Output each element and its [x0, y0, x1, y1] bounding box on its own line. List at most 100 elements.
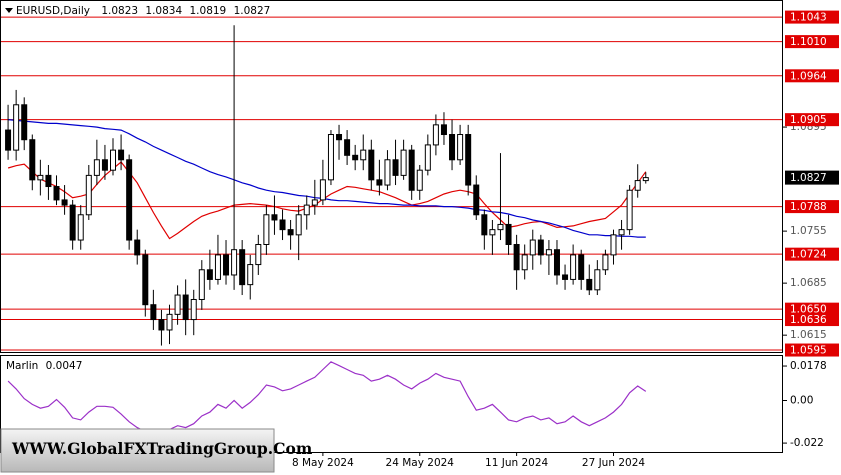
x-tick-label: 27 Jun 2024 [582, 457, 645, 469]
candle-body [158, 319, 165, 331]
level-label-box [785, 35, 839, 49]
candle-body [376, 179, 383, 186]
candle-body [295, 214, 302, 236]
candle-body [85, 174, 92, 216]
level-label-box [785, 247, 839, 261]
candle-body [239, 249, 246, 286]
candle-body [545, 249, 552, 256]
candle-body [5, 129, 12, 151]
candle-body [586, 278, 593, 291]
level-label: 1.0788 [790, 201, 827, 213]
candle-body [206, 269, 213, 280]
watermark-box: WWW.GlobalFXTradingGroup.Com [0, 428, 313, 473]
candle-body [110, 149, 117, 171]
candle-body [247, 264, 254, 286]
candle-body [408, 149, 415, 191]
candle-body [327, 134, 334, 181]
candle-body [303, 204, 310, 216]
x-tick-label: 11 Jun 2024 [485, 457, 548, 469]
candle-body [311, 199, 318, 206]
title-arrow [5, 8, 13, 13]
candle-body [13, 104, 20, 151]
current-price-label: 1.0827 [790, 172, 827, 184]
candle-body [400, 149, 407, 176]
candle-body [384, 159, 391, 186]
candle-body [432, 124, 439, 146]
open-price: 1.0823 [101, 5, 138, 17]
candle-body [182, 294, 189, 321]
low-price: 1.0819 [190, 5, 227, 17]
indicator-panel [7, 361, 647, 435]
candle-body [174, 294, 181, 315]
y-tick-label: 1.0685 [790, 277, 827, 289]
candle-body [392, 159, 399, 176]
level-label-box [785, 69, 839, 83]
candle-body [263, 214, 270, 245]
candle-body [473, 184, 480, 216]
candle-body [465, 134, 472, 186]
level-label-box [785, 343, 839, 357]
candle-body [29, 139, 36, 181]
candle-body [101, 159, 108, 171]
candle-body [77, 214, 84, 241]
candle-body [231, 249, 238, 276]
y-tick-label: 1.0615 [790, 329, 827, 341]
candle-body [634, 180, 641, 191]
level-label: 1.0636 [790, 314, 827, 326]
candle-body [497, 223, 504, 231]
level-label: 1.0964 [790, 70, 827, 82]
candle-body [489, 229, 496, 236]
candle-body [416, 169, 423, 191]
candle-body [440, 124, 447, 136]
symbol: EURUSD,Daily [16, 5, 90, 17]
candle-body [594, 269, 601, 291]
candle-body [319, 179, 326, 201]
price-panel-border [0, 0, 783, 353]
chart-title: EURUSD,Daily 1.0823 1.0834 1.0819 1.0827 [16, 5, 270, 17]
close-price: 1.0827 [234, 5, 271, 17]
y-tick-label: 0.00 [790, 394, 813, 406]
watermark-background [0, 428, 275, 473]
candle-body [529, 239, 536, 256]
price-panel [0, 16, 783, 351]
candle-body [610, 234, 617, 256]
candle-body [126, 159, 133, 241]
x-tick-label: 24 May 2024 [386, 457, 455, 469]
level-label: 1.1043 [790, 12, 827, 24]
candle-body [190, 298, 197, 321]
indicator-value: 0.0047 [46, 360, 83, 372]
candle-body [198, 269, 205, 300]
indicator-name: Marlin [6, 360, 38, 372]
indicator-line [7, 361, 647, 435]
level-label: 1.0595 [790, 345, 827, 357]
candle-body [360, 149, 367, 161]
candle-body [513, 243, 520, 271]
level-label-box [785, 200, 839, 214]
candle-body [61, 199, 68, 206]
candle-body [21, 104, 28, 141]
candle-body [223, 254, 230, 276]
level-label: 1.0905 [790, 114, 827, 126]
candle-body [142, 254, 149, 306]
candle-body [37, 174, 44, 181]
y-tick-label: 1.0755 [790, 225, 827, 237]
level-label-box [785, 302, 839, 316]
high-price: 1.0834 [145, 5, 182, 17]
candle-body [553, 249, 560, 276]
indicator-title: Marlin 0.0047 [6, 360, 82, 372]
level-label-box [785, 10, 839, 24]
candle-body [53, 186, 60, 201]
candle-body [166, 313, 173, 331]
candle-body [93, 159, 100, 176]
candle-body [255, 243, 262, 266]
candle-body [521, 254, 528, 271]
candle-body [336, 134, 343, 141]
candle-body [602, 254, 609, 271]
candle-body [69, 204, 76, 241]
candle-body [271, 214, 278, 221]
indicator-panel-border [0, 355, 783, 453]
candle-body [287, 229, 294, 236]
